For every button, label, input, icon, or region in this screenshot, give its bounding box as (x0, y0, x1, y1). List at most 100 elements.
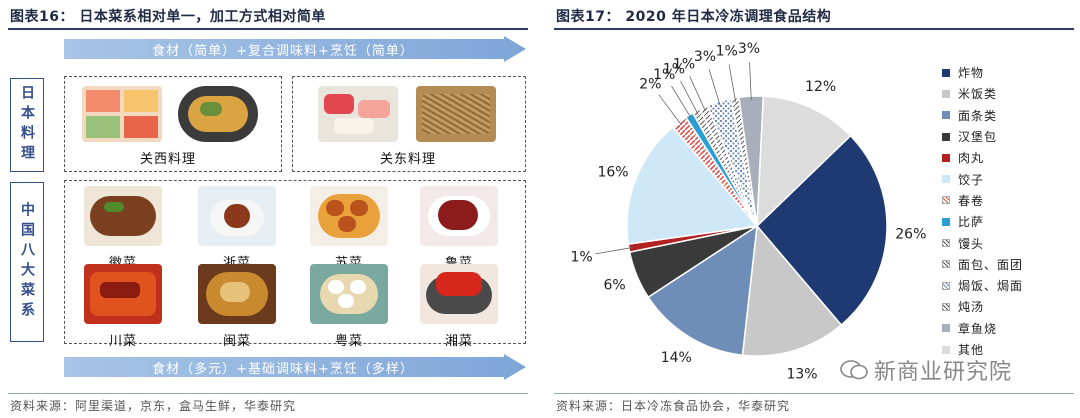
right-source: 资料来源：日本冷冻食品协会，华泰研究 (556, 399, 791, 413)
china-side-label: 中国八大菜系 (10, 182, 44, 342)
legend-label-4: 肉丸 (958, 151, 985, 166)
legend-swatch-0 (942, 68, 950, 77)
pie-slice-13 (756, 95, 852, 228)
watermark: 新商业研究院 (840, 354, 1012, 386)
kanto-soba-image (416, 86, 496, 142)
pie-label-7: 1% (653, 67, 675, 83)
legend-item-11: 炖汤 (942, 296, 1023, 317)
legend: 炸物米饭类面条类汉堡包肉丸饺子春卷比萨馒头面包、面团焗饭、焗面炖汤章鱼烧其他 (942, 62, 1023, 360)
legend-label-9: 面包、面团 (958, 257, 1024, 272)
left-source: 资料来源：阿里渠道，京东，盒马生鲜，华泰研究 (10, 399, 297, 413)
legend-label-2: 面条类 (958, 108, 998, 123)
legend-item-5: 饺子 (942, 168, 1023, 189)
legend-item-12: 章鱼烧 (942, 318, 1023, 339)
kanto-box (292, 76, 526, 172)
pie-label-1: 13% (786, 366, 817, 382)
legend-item-13: 其他 (942, 339, 1023, 360)
dish-yue: 粤菜 (310, 264, 388, 349)
legend-item-7: 比萨 (942, 211, 1023, 232)
dish-hui: 徽菜 (84, 186, 162, 271)
legend-item-9: 面包、面团 (942, 254, 1023, 275)
dish-min: 闽菜 (198, 264, 276, 349)
pie-label-13: 12% (805, 79, 836, 95)
legend-label-1: 米饭类 (958, 87, 998, 102)
legend-swatch-2 (942, 111, 950, 120)
legend-swatch-5 (942, 175, 950, 184)
kanto-caption: 关东料理 (380, 152, 437, 167)
leader-line-8 (680, 80, 699, 115)
dish-yue-label: 粤菜 (334, 334, 363, 349)
top-arrow: 食材（简单）+复合调味料+烹饪（简单） (64, 36, 526, 62)
legend-label-7: 比萨 (958, 215, 985, 230)
top-arrow-label: 食材（简单）+复合调味料+烹饪（简单） (152, 43, 414, 59)
pie-slice-0 (755, 134, 888, 327)
pie-slice-1 (741, 224, 843, 357)
legend-swatch-11 (942, 302, 950, 311)
pie-label-2: 14% (661, 350, 692, 366)
legend-label-5: 饺子 (958, 172, 985, 187)
legend-item-0: 炸物 (942, 62, 1023, 83)
legend-swatch-3 (942, 132, 950, 141)
pie-label-12: 3% (738, 41, 760, 57)
pie-label-4: 1% (570, 249, 592, 265)
right-source-rule (554, 393, 1074, 394)
legend-item-6: 春卷 (942, 190, 1023, 211)
legend-item-1: 米饭类 (942, 83, 1023, 104)
legend-label-11: 炖汤 (958, 300, 985, 315)
pie-label-8: 1% (663, 62, 685, 78)
legend-item-10: 焗饭、焗面 (942, 275, 1023, 296)
pie-label-0: 26% (895, 227, 926, 243)
dish-lu: 鲁菜 (420, 186, 498, 271)
wechat-icon (840, 359, 868, 381)
dish-su: 苏菜 (310, 186, 388, 271)
left-source-rule (8, 393, 528, 394)
legend-item-8: 馒头 (942, 232, 1023, 253)
legend-label-12: 章鱼烧 (958, 321, 998, 336)
left-title-rule (8, 28, 528, 30)
leader-line-4 (595, 247, 633, 255)
leader-line-6 (658, 94, 682, 126)
legend-label-3: 汉堡包 (958, 130, 998, 145)
leader-line-12 (749, 62, 752, 101)
pie-slice-5 (626, 125, 759, 245)
legend-label-0: 炸物 (958, 66, 985, 81)
right-title-rule (554, 28, 1074, 30)
legend-swatch-6 (942, 196, 950, 205)
china-box (64, 180, 526, 344)
pie-label-5: 16% (597, 164, 628, 180)
pie-label-11: 1% (716, 44, 738, 60)
japan-side-label: 日本料理 (10, 78, 44, 172)
pie-label-9: 1% (673, 57, 695, 73)
pie-label-6: 2% (639, 76, 661, 92)
bottom-arrow-label: 食材（多元）+基础调味料+烹饪（多样） (152, 361, 414, 377)
left-figure-title: 图表16： 日本菜系相对单一，加工方式相对简单 (10, 9, 326, 25)
legend-swatch-13 (942, 345, 950, 354)
legend-swatch-12 (942, 324, 950, 333)
leader-line-11 (728, 64, 736, 102)
legend-item-4: 肉丸 (942, 147, 1023, 168)
watermark-text: 新商业研究院 (874, 360, 1013, 385)
legend-swatch-9 (942, 260, 950, 269)
pie-label-10: 3% (694, 49, 716, 65)
legend-swatch-8 (942, 239, 950, 248)
leader-line-10 (708, 69, 721, 106)
legend-swatch-10 (942, 281, 950, 290)
kansai-donburi-image (178, 86, 258, 142)
pie-slice-2 (647, 224, 758, 357)
dish-chuan-label: 川菜 (108, 334, 137, 349)
dish-xiang: 湘菜 (420, 264, 498, 349)
kansai-caption: 关西料理 (140, 152, 197, 167)
legend-swatch-7 (942, 217, 950, 226)
kanto-sashimi-image (318, 86, 398, 142)
kansai-bento-image (82, 86, 162, 142)
legend-swatch-1 (942, 89, 950, 98)
leader-line-7 (671, 85, 692, 119)
bottom-arrow: 食材（多元）+基础调味料+烹饪（多样） (64, 354, 526, 380)
legend-item-3: 汉堡包 (942, 126, 1023, 147)
legend-swatch-4 (942, 153, 950, 162)
legend-item-2: 面条类 (942, 105, 1023, 126)
kansai-box (64, 76, 282, 172)
dish-min-label: 闽菜 (222, 334, 251, 349)
legend-label-6: 春卷 (958, 193, 985, 208)
